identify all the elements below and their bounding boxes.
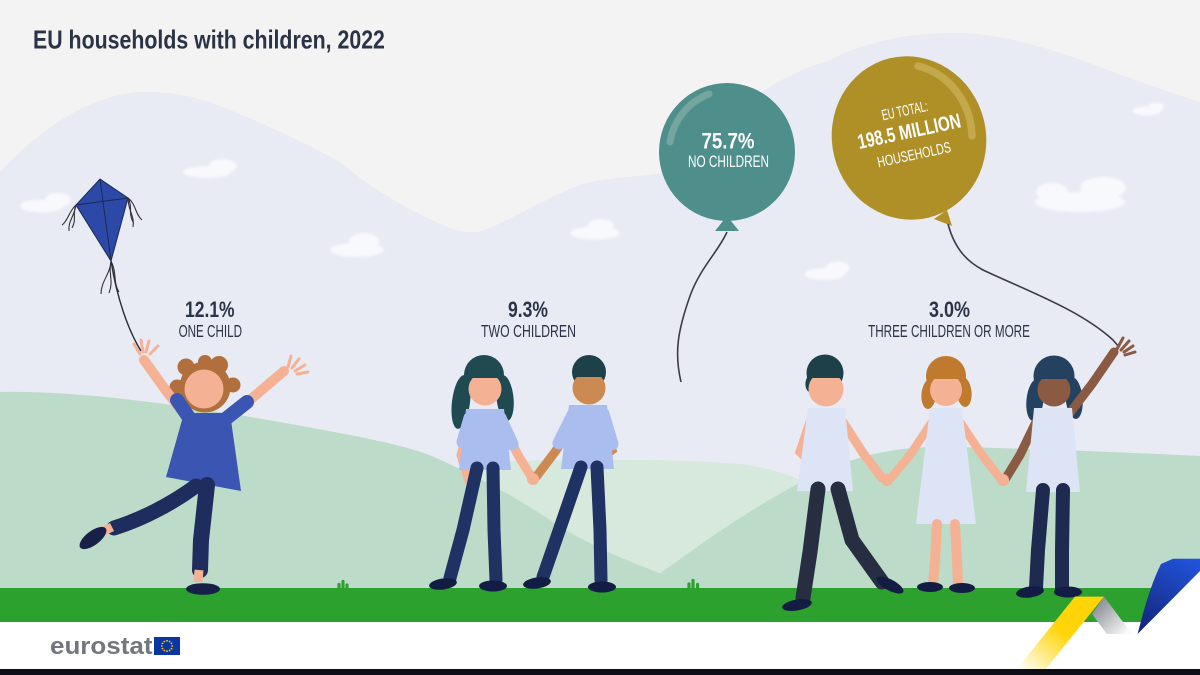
svg-text:75.7%: 75.7%: [702, 129, 755, 154]
svg-text:TWO CHILDREN: TWO CHILDREN: [481, 322, 576, 342]
svg-text:NO CHILDREN: NO CHILDREN: [688, 153, 769, 172]
svg-text:9.3%: 9.3%: [508, 298, 548, 323]
svg-text:ONE CHILD: ONE CHILD: [179, 322, 242, 342]
svg-text:12.1%: 12.1%: [185, 298, 235, 323]
svg-text:THREE CHILDREN OR MORE: THREE CHILDREN OR MORE: [868, 322, 1030, 342]
svg-text:eurostat: eurostat: [50, 633, 152, 660]
svg-text:3.0%: 3.0%: [929, 298, 970, 322]
svg-text:EU households with children, 2: EU households with children, 2022: [33, 26, 385, 54]
